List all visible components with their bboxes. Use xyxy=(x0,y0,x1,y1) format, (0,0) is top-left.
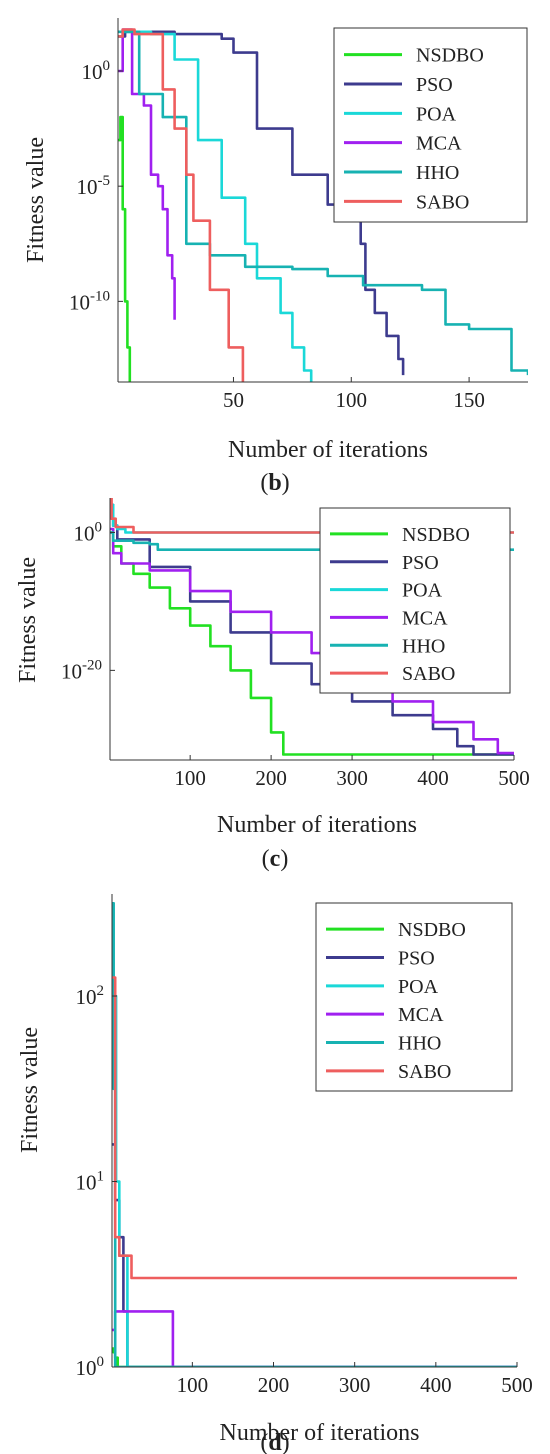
y-tick-label: 100 xyxy=(82,58,111,84)
y-tick-label: 100 xyxy=(76,1354,105,1380)
legend-label-pso: PSO xyxy=(416,74,453,96)
series-line-sabo xyxy=(112,976,517,1280)
legend-label-sabo: SABO xyxy=(398,1061,451,1083)
legend-label-sabo: SABO xyxy=(402,663,455,685)
x-tick-label: 500 xyxy=(498,766,530,790)
legend-label-hho: HHO xyxy=(402,635,445,657)
x-tick-label: 300 xyxy=(339,1373,371,1397)
legend-label-nsdbo: NSDBO xyxy=(402,524,470,546)
x-axis-title: Number of iterations xyxy=(217,812,417,838)
legend-label-nsdbo: NSDBO xyxy=(398,919,466,941)
legend-label-pso: PSO xyxy=(402,552,439,574)
y-axis-title: Fitness value xyxy=(15,557,41,683)
x-tick-label: 100 xyxy=(336,388,368,412)
legend-label-poa: POA xyxy=(402,580,443,602)
x-tick-label: 200 xyxy=(258,1373,290,1397)
y-tick-label: 10-20 xyxy=(61,657,102,683)
series-group xyxy=(118,28,528,382)
x-axis-title: Number of iterations xyxy=(220,1420,420,1446)
series-line-mca xyxy=(110,527,514,755)
panel-caption: (d) xyxy=(260,1430,289,1454)
chart-panel-b: 50 100 150 100 10-5 10-10 Fitness value Number … xyxy=(23,18,528,496)
legend-box xyxy=(315,902,513,1092)
legend-label-hho: HHO xyxy=(416,162,459,184)
x-tick-label: 50 xyxy=(223,388,244,412)
chart-panel-c: 100 200 300 400 500 100 10-20 Fitness value Numb… xyxy=(15,498,530,872)
series-line-poa xyxy=(118,30,313,382)
y-tick-label: 102 xyxy=(76,983,105,1009)
x-tick-label: 400 xyxy=(420,1373,452,1397)
y-tick-label: 10-10 xyxy=(69,288,110,314)
legend-label-sabo: SABO xyxy=(416,191,469,213)
legend: NSDBO PSO POA MCA HHO SABO xyxy=(315,902,513,1092)
x-tick-label: 100 xyxy=(174,766,206,790)
y-tick-label: 101 xyxy=(76,1169,105,1195)
x-tick-label: 150 xyxy=(453,388,485,412)
x-tick-label: 400 xyxy=(417,766,449,790)
x-tick-label: 200 xyxy=(255,766,287,790)
legend-label-poa: POA xyxy=(416,103,457,125)
legend-label-pso: PSO xyxy=(398,948,435,970)
y-tick-label: 10-5 xyxy=(77,173,111,199)
legend-box xyxy=(333,27,528,223)
legend-label-nsdbo: NSDBO xyxy=(416,45,484,67)
series-group xyxy=(112,902,517,1367)
chart-panel-d: 100 200 300 400 500 102 101 100 Fitness value Num… xyxy=(17,894,533,1454)
panel-caption: (b) xyxy=(260,470,289,496)
legend-label-poa: POA xyxy=(398,976,439,998)
y-axis-title: Fitness value xyxy=(17,1027,43,1153)
x-tick-label: 100 xyxy=(177,1373,209,1397)
legend: NSDBO PSO POA MCA HHO SABO xyxy=(333,27,528,223)
legend: NSDBO PSO POA MCA HHO SABO xyxy=(319,507,511,694)
series-line-sabo xyxy=(110,498,514,534)
x-axis-title: Number of iterations xyxy=(228,437,428,463)
series-group xyxy=(110,498,514,756)
x-tick-label: 300 xyxy=(336,766,368,790)
panel-caption: (c) xyxy=(262,846,289,872)
legend-label-mca: MCA xyxy=(402,607,448,629)
y-tick-label: 100 xyxy=(74,519,103,545)
series-line-mca xyxy=(112,1310,517,1367)
legend-box xyxy=(319,507,511,694)
series-line-mca xyxy=(118,28,176,320)
x-tick-label: 500 xyxy=(501,1373,533,1397)
series-line-sabo xyxy=(118,28,245,382)
series-line-hho xyxy=(118,30,528,376)
series-line-nsdbo xyxy=(118,115,132,382)
y-axis-title: Fitness value xyxy=(23,137,49,263)
legend-label-hho: HHO xyxy=(398,1033,441,1055)
legend-label-mca: MCA xyxy=(398,1004,444,1026)
legend-label-mca: MCA xyxy=(416,133,462,155)
series-line-hho xyxy=(110,531,514,551)
series-line-pso xyxy=(118,30,405,376)
